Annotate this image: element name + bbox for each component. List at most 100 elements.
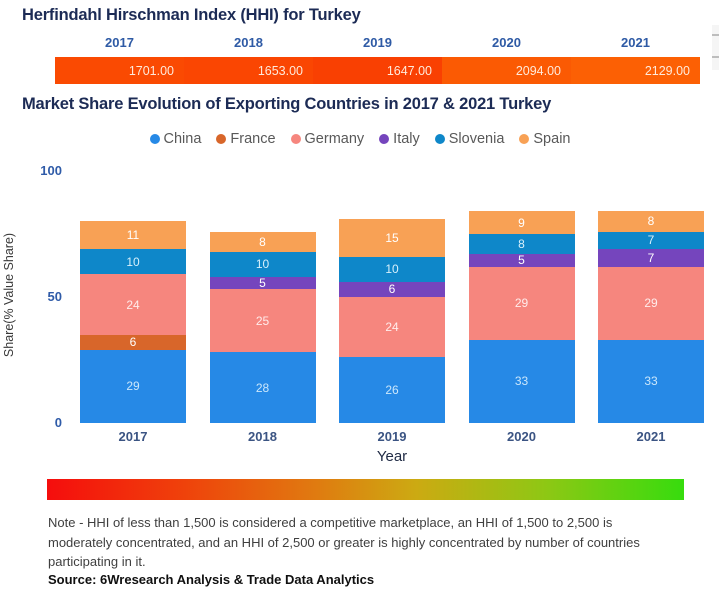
bar-segment-italy: 7 <box>598 249 704 267</box>
hhi-year-header-row: 2017 2018 2019 2020 2021 <box>55 35 700 50</box>
legend-dot-icon <box>519 134 530 144</box>
bar-segment-value: 7 <box>647 250 655 265</box>
bar-segment-china: 29 <box>80 349 186 423</box>
hhi-value-cell: 1701.00 <box>55 57 184 84</box>
x-axis-title: Year <box>376 448 408 465</box>
bar-segment-germany: 24 <box>80 274 186 335</box>
hhi-value-strip: 1701.00 1653.00 1647.00 2094.00 2129.00 <box>55 57 700 84</box>
bar-segment-value: 5 <box>518 254 525 267</box>
bar-segment-china: 26 <box>339 357 445 423</box>
stacked-bar-2018: 28 25 5 10 8 <box>209 231 316 423</box>
legend-dot-icon <box>379 134 390 144</box>
hhi-note-text: Note - HHI of less than 1,500 is conside… <box>48 515 640 569</box>
hhi-year-label: 2019 <box>363 35 392 50</box>
x-tick-2020: 2020 <box>507 429 536 444</box>
bar-segment-value: 24 <box>385 320 399 335</box>
bar-segment-value: 11 <box>126 228 140 243</box>
bar-segment-value: 10 <box>385 262 399 277</box>
hhi-value-cell: 2129.00 <box>571 57 700 84</box>
bar-segment-value: 24 <box>126 297 140 312</box>
hhi-value-cell: 1653.00 <box>184 57 313 84</box>
bar-segment-germany: 29 <box>598 266 704 340</box>
bar-segment-slovenia: 8 <box>468 234 575 255</box>
bar-segment-italy: 5 <box>209 276 316 290</box>
legend-item-italy: Italy <box>379 131 420 147</box>
scrollbar[interactable] <box>712 25 719 70</box>
scrollbar-dash <box>712 56 719 58</box>
bar-segment-slovenia: 10 <box>80 249 186 275</box>
bar-segment-value: 8 <box>647 214 655 229</box>
y-tick-0: 0 <box>54 415 62 430</box>
hhi-year-label: 2020 <box>492 35 521 50</box>
stacked-bar-2020: 33 29 5 8 9 <box>468 211 575 423</box>
bar-segment-value: 10 <box>255 257 270 272</box>
bar-segment-germany: 25 <box>209 289 316 353</box>
stacked-bar-2021: 33 29 7 7 8 <box>598 211 704 423</box>
bar-segment-spain: 9 <box>468 211 575 235</box>
source-text: Source: 6Wresearch Analysis & Trade Data… <box>48 572 375 587</box>
bar-segment-value: 25 <box>255 313 270 328</box>
bar-segment-value: 8 <box>259 234 266 249</box>
x-tick-2018: 2018 <box>248 429 277 444</box>
bar-segment-china: 33 <box>598 339 704 423</box>
bar-segment-value: 28 <box>255 380 270 395</box>
legend-dot-icon <box>434 134 445 144</box>
y-tick-100: 100 <box>40 163 62 178</box>
legend-label: Spain <box>533 131 571 147</box>
bar-segment-italy: 6 <box>339 281 445 298</box>
legend-label: France <box>230 131 276 147</box>
y-tick-50: 50 <box>47 289 62 304</box>
bar-segment-italy: 5 <box>468 254 575 267</box>
bar-segment-spain: 11 <box>80 221 186 250</box>
bar-segment-value: 6 <box>129 335 137 350</box>
stacked-bar-2017: 29 6 24 10 11 <box>80 221 186 423</box>
hhi-value-cell: 2094.00 <box>442 57 571 84</box>
hhi-year-label: 2021 <box>621 35 650 50</box>
hhi-year-label: 2017 <box>105 35 134 50</box>
stacked-bar-2019: 26 24 6 10 15 <box>339 218 445 423</box>
legend-item-slovenia: Slovenia <box>434 131 505 147</box>
bar-segment-value: 15 <box>385 230 399 245</box>
x-tick-2021: 2021 <box>636 429 666 444</box>
bar-segment-germany: 29 <box>468 266 575 340</box>
legend-label: Italy <box>393 131 420 147</box>
bar-segment-value: 29 <box>644 296 658 311</box>
bar-segment-germany: 24 <box>339 297 445 358</box>
market-share-chart-title: Market Share Evolution of Exporting Coun… <box>22 95 552 113</box>
bar-segment-france: 6 <box>80 334 186 350</box>
legend-item-spain: Spain <box>519 131 570 147</box>
bar-segment-value: 29 <box>514 296 529 311</box>
bar-segment-value: 26 <box>385 383 399 398</box>
bar-segment-china: 33 <box>468 339 575 423</box>
x-tick-2017: 2017 <box>118 429 148 444</box>
x-tick-2019: 2019 <box>377 429 407 444</box>
chart-legend: China France Germany Italy Slovenia Spain <box>0 131 720 147</box>
bar-segment-spain: 8 <box>598 211 704 232</box>
hhi-chart-title: Herfindahl Hirschman Index (HHI) for Tur… <box>22 6 361 24</box>
bar-segment-slovenia: 10 <box>339 256 445 282</box>
legend-label: Germany <box>304 131 365 147</box>
bar-segment-value: 33 <box>514 374 529 389</box>
legend-dot-icon <box>216 134 227 144</box>
bar-segment-slovenia: 7 <box>598 231 704 250</box>
legend-label: China <box>163 131 202 147</box>
legend-label: Slovenia <box>448 131 505 147</box>
hhi-color-scale-gradient <box>47 479 684 500</box>
bar-segment-value: 33 <box>644 374 658 389</box>
legend-item-france: France <box>216 131 276 147</box>
hhi-value-cell: 1647.00 <box>313 57 442 84</box>
legend-item-china: China <box>149 131 202 147</box>
bar-segment-spain: 15 <box>339 218 445 257</box>
bar-segment-value: 10 <box>126 254 140 269</box>
hhi-year-label: 2018 <box>234 35 263 50</box>
bar-segment-value: 7 <box>647 233 655 248</box>
bar-segment-value: 6 <box>388 282 396 297</box>
bar-segment-slovenia: 10 <box>209 251 316 277</box>
legend-dot-icon <box>290 134 301 144</box>
scrollbar-dash <box>712 34 719 36</box>
legend-item-germany: Germany <box>290 131 365 147</box>
bar-segment-spain: 8 <box>209 231 316 252</box>
bar-segment-value: 5 <box>259 276 266 290</box>
legend-dot-icon <box>149 134 160 144</box>
